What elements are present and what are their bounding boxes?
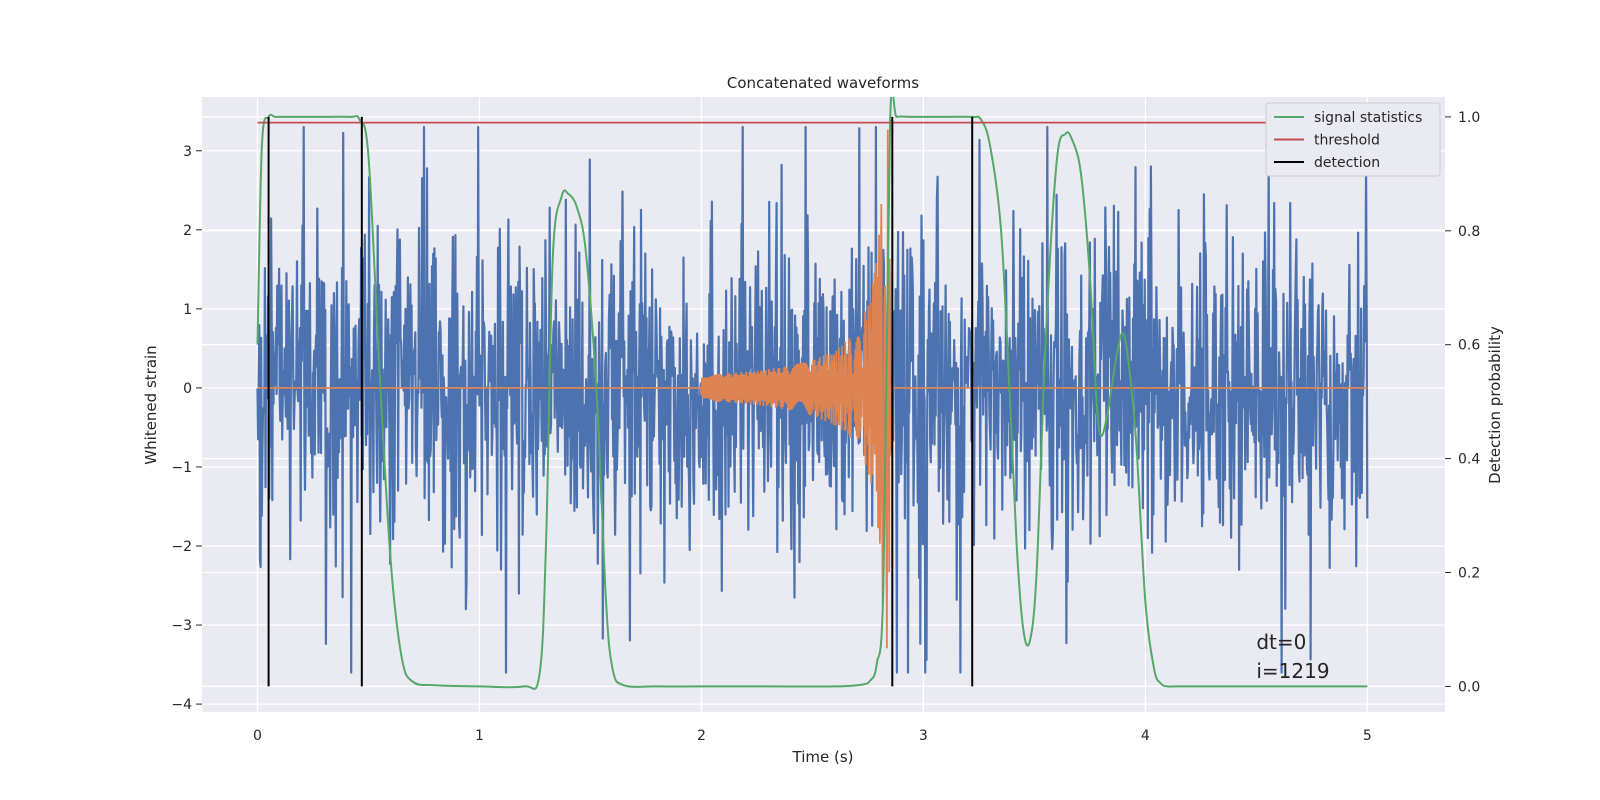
legend: signal statistics threshold detection bbox=[1265, 102, 1441, 177]
annotation: dt=0 i=1219 bbox=[1256, 630, 1329, 683]
legend-box bbox=[1265, 102, 1441, 177]
left-tick-label: 2 bbox=[183, 223, 192, 239]
left-tick-label: 0 bbox=[183, 381, 192, 397]
x-tick-label: 5 bbox=[1363, 728, 1372, 744]
legend-label: detection bbox=[1314, 155, 1380, 171]
legend-label: threshold bbox=[1314, 133, 1380, 149]
signal-statistics-line bbox=[256, 97, 1368, 690]
strain-noise-series bbox=[256, 125, 1369, 674]
chirp-line bbox=[257, 129, 1368, 649]
chart-title: Concatenated waveforms bbox=[727, 74, 919, 92]
x-tick-label: 1 bbox=[475, 728, 484, 744]
right-tick-label: 0.6 bbox=[1458, 338, 1480, 354]
left-tick-label: −3 bbox=[171, 618, 192, 634]
x-axis-label: Time (s) bbox=[792, 748, 854, 766]
left-tick-label: 3 bbox=[183, 144, 192, 160]
right-tick-label: 0.8 bbox=[1458, 224, 1480, 240]
left-tick-label: −4 bbox=[171, 697, 192, 713]
right-tick-label: 0.0 bbox=[1458, 679, 1480, 695]
annotation-line: i=1219 bbox=[1256, 659, 1329, 683]
legend-label: signal statistics bbox=[1314, 110, 1422, 126]
x-tick-label: 0 bbox=[253, 728, 262, 744]
x-tick-label: 4 bbox=[1141, 728, 1150, 744]
right-tick-label: 1.0 bbox=[1458, 110, 1480, 126]
x-axis-ticks: 0 1 2 3 4 5 bbox=[253, 728, 1372, 744]
left-tick-label: −1 bbox=[171, 460, 192, 476]
right-tick-label: 0.4 bbox=[1458, 452, 1480, 468]
x-tick-label: 3 bbox=[919, 728, 928, 744]
probability-series bbox=[256, 97, 1368, 690]
right-axis-label: Detection probability bbox=[1486, 326, 1504, 484]
chirp-series bbox=[257, 129, 1368, 649]
x-tick-label: 2 bbox=[697, 728, 706, 744]
right-tick-label: 0.2 bbox=[1458, 565, 1480, 581]
left-tick-label: 1 bbox=[183, 302, 192, 318]
annotation-line: dt=0 bbox=[1256, 630, 1306, 654]
noise-line bbox=[256, 125, 1369, 674]
left-tick-label: −2 bbox=[171, 539, 192, 555]
left-axis-label: Whitened strain bbox=[142, 345, 160, 464]
right-axis-ticks: 0.0 0.2 0.4 0.6 0.8 1.0 bbox=[1445, 110, 1480, 695]
left-axis-ticks: −4 −3 −2 −1 0 1 2 3 bbox=[171, 144, 202, 713]
